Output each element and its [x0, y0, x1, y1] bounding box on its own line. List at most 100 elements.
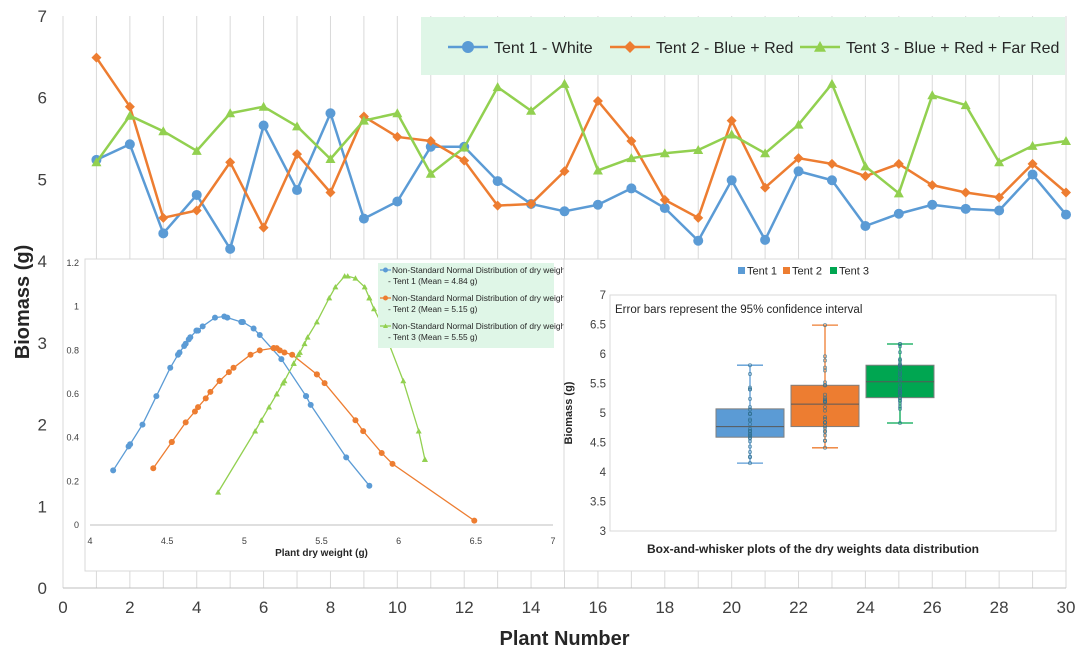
- box-data-point: [898, 378, 903, 383]
- inset1-y-tick-label: 0.6: [66, 389, 79, 399]
- inset1-data-point: [332, 284, 339, 290]
- main-data-point: [659, 148, 670, 158]
- box-data-point: [898, 371, 903, 376]
- main-series-line: [95, 82, 1067, 195]
- main-data-point: [292, 185, 303, 196]
- inset1-legend-line: Non-Standard Normal Distribution of dry …: [392, 321, 568, 331]
- inset1-data-point: [366, 294, 373, 301]
- inset1-data-point: [415, 428, 422, 434]
- inset1-x-axis-title: Plant dry weight (g): [275, 548, 368, 559]
- main-data-point: [659, 194, 670, 205]
- inset-distribution-chart: 0 0.2 0.4 0.6 0.8 1 1.2 4 4.5 5 5.5 6 6.5 7 Plant dry …: [66, 258, 568, 572]
- main-x-tick-label: 10: [388, 598, 407, 617]
- main-data-point: [191, 145, 202, 155]
- main-data-point: [860, 161, 871, 171]
- inset1-data-point: [216, 377, 223, 384]
- inset1-data-point: [139, 421, 146, 428]
- main-data-point: [893, 208, 904, 219]
- inset1-data-point: [389, 460, 396, 467]
- inset1-data-point: [343, 454, 350, 461]
- inset1-data-point: [195, 404, 202, 411]
- inset1-legend-swatch-marker: [383, 323, 388, 328]
- inset2-legend-label: Tent 3: [839, 266, 869, 278]
- box-data-point: [823, 425, 828, 430]
- main-data-point: [1027, 140, 1038, 150]
- inset1-data-point: [187, 334, 194, 341]
- box-data-point: [748, 444, 753, 449]
- box-data-point: [898, 363, 903, 368]
- inset1-x-tick-label: 4: [87, 536, 92, 546]
- inset2-legend-swatch: [783, 267, 790, 274]
- inset1-y-tick-label: 0: [74, 520, 79, 530]
- main-data-point: [325, 187, 336, 198]
- inset1-data-point: [471, 517, 478, 524]
- inset1-data-point: [215, 489, 222, 495]
- main-series: [91, 78, 1071, 198]
- box-data-point: [823, 438, 828, 443]
- inset1-data-point: [366, 482, 373, 489]
- inset1-data-point: [207, 388, 214, 395]
- inset1-data-point: [252, 428, 259, 434]
- main-data-point: [91, 157, 102, 167]
- box-data-point: [898, 398, 903, 403]
- box-data-point: [898, 350, 903, 355]
- main-data-point: [392, 108, 403, 118]
- main-data-point: [726, 175, 737, 186]
- main-data-point: [927, 199, 938, 210]
- inset1-data-point: [258, 417, 265, 423]
- main-data-point: [626, 183, 637, 194]
- main-x-tick-label: 4: [192, 598, 201, 617]
- inset1-x-tick-label: 6: [396, 536, 401, 546]
- inset1-y-tick-label: 1: [74, 302, 79, 312]
- main-data-point: [1061, 209, 1071, 220]
- main-data-point: [258, 101, 269, 111]
- inset1-data-point: [281, 349, 288, 356]
- main-data-point: [91, 52, 102, 63]
- inset1-data-point: [212, 314, 219, 321]
- inset1-y-tick-label: 0.2: [66, 476, 79, 486]
- box-data-point: [898, 341, 903, 346]
- main-data-point: [927, 90, 938, 100]
- inset1-x-tick-label: 6.5: [470, 536, 483, 546]
- inset1-legend-label: Non-Standard Normal Distribution of dry …: [388, 265, 568, 286]
- inset2-box: [790, 323, 860, 450]
- main-x-tick-label: 20: [722, 598, 741, 617]
- main-data-point: [793, 119, 804, 129]
- main-data-point: [258, 120, 269, 131]
- box-data-point: [823, 323, 828, 328]
- legend-label: Tent 2 - Blue + Red: [656, 40, 793, 57]
- box-data-point: [748, 396, 753, 401]
- main-data-point: [225, 243, 236, 254]
- main-data-point: [893, 158, 904, 169]
- legend-label: Tent 3 - Blue + Red + Far Red: [846, 40, 1059, 57]
- inset1-data-point: [256, 347, 263, 354]
- main-x-tick-label: 24: [856, 598, 875, 617]
- inset-boxplot-chart: 3 3.5 4 4.5 5 5.5 6 6.5 7 Biomass (g) Error bars r…: [563, 258, 1067, 572]
- main-x-tick-label: 22: [789, 598, 808, 617]
- main-data-point: [960, 187, 971, 198]
- box-data-point: [898, 361, 903, 366]
- inset1-data-point: [247, 351, 254, 358]
- main-y-tick-label: 7: [38, 7, 47, 26]
- box-data-point: [823, 395, 828, 400]
- inset1-data-point: [313, 371, 320, 378]
- box-data-point: [823, 399, 828, 404]
- inset1-data-point: [182, 419, 189, 426]
- inset2-box: [865, 341, 935, 426]
- main-data-point: [626, 136, 637, 147]
- main-data-point: [760, 234, 771, 245]
- main-data-point: [1027, 158, 1038, 169]
- inset2-legend-swatch: [738, 267, 745, 274]
- inset1-data-point: [360, 428, 367, 435]
- inset1-series: [110, 313, 373, 489]
- main-data-point: [960, 203, 971, 214]
- box-data-point: [748, 363, 753, 368]
- inset1-data-point: [202, 395, 209, 402]
- main-x-tick-label: 8: [326, 598, 335, 617]
- main-y-tick-label: 0: [38, 579, 47, 598]
- main-x-tick-label: 16: [588, 598, 607, 617]
- main-data-point: [392, 131, 403, 142]
- main-data-point: [358, 213, 369, 224]
- inset1-x-tick-label: 4.5: [161, 536, 174, 546]
- legend-swatch-marker: [462, 41, 474, 53]
